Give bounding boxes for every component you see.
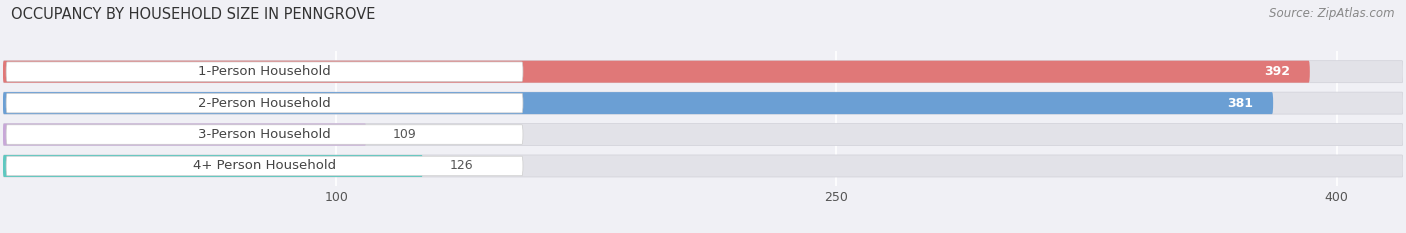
FancyBboxPatch shape — [3, 123, 1403, 146]
Text: 2-Person Household: 2-Person Household — [198, 97, 330, 110]
Text: 1-Person Household: 1-Person Household — [198, 65, 330, 78]
FancyBboxPatch shape — [3, 155, 423, 177]
FancyBboxPatch shape — [6, 125, 523, 144]
FancyBboxPatch shape — [3, 92, 1274, 114]
FancyBboxPatch shape — [3, 61, 1310, 83]
Text: Source: ZipAtlas.com: Source: ZipAtlas.com — [1270, 7, 1395, 20]
FancyBboxPatch shape — [3, 92, 1403, 114]
Text: 392: 392 — [1264, 65, 1289, 78]
FancyBboxPatch shape — [6, 156, 523, 176]
FancyBboxPatch shape — [6, 62, 523, 81]
Text: 3-Person Household: 3-Person Household — [198, 128, 330, 141]
FancyBboxPatch shape — [3, 155, 1403, 177]
FancyBboxPatch shape — [3, 61, 1403, 83]
Text: 381: 381 — [1227, 97, 1253, 110]
FancyBboxPatch shape — [6, 93, 523, 113]
Text: 126: 126 — [450, 159, 474, 172]
Text: 109: 109 — [392, 128, 416, 141]
Text: 4+ Person Household: 4+ Person Household — [193, 159, 336, 172]
FancyBboxPatch shape — [3, 123, 366, 146]
Text: OCCUPANCY BY HOUSEHOLD SIZE IN PENNGROVE: OCCUPANCY BY HOUSEHOLD SIZE IN PENNGROVE — [11, 7, 375, 22]
